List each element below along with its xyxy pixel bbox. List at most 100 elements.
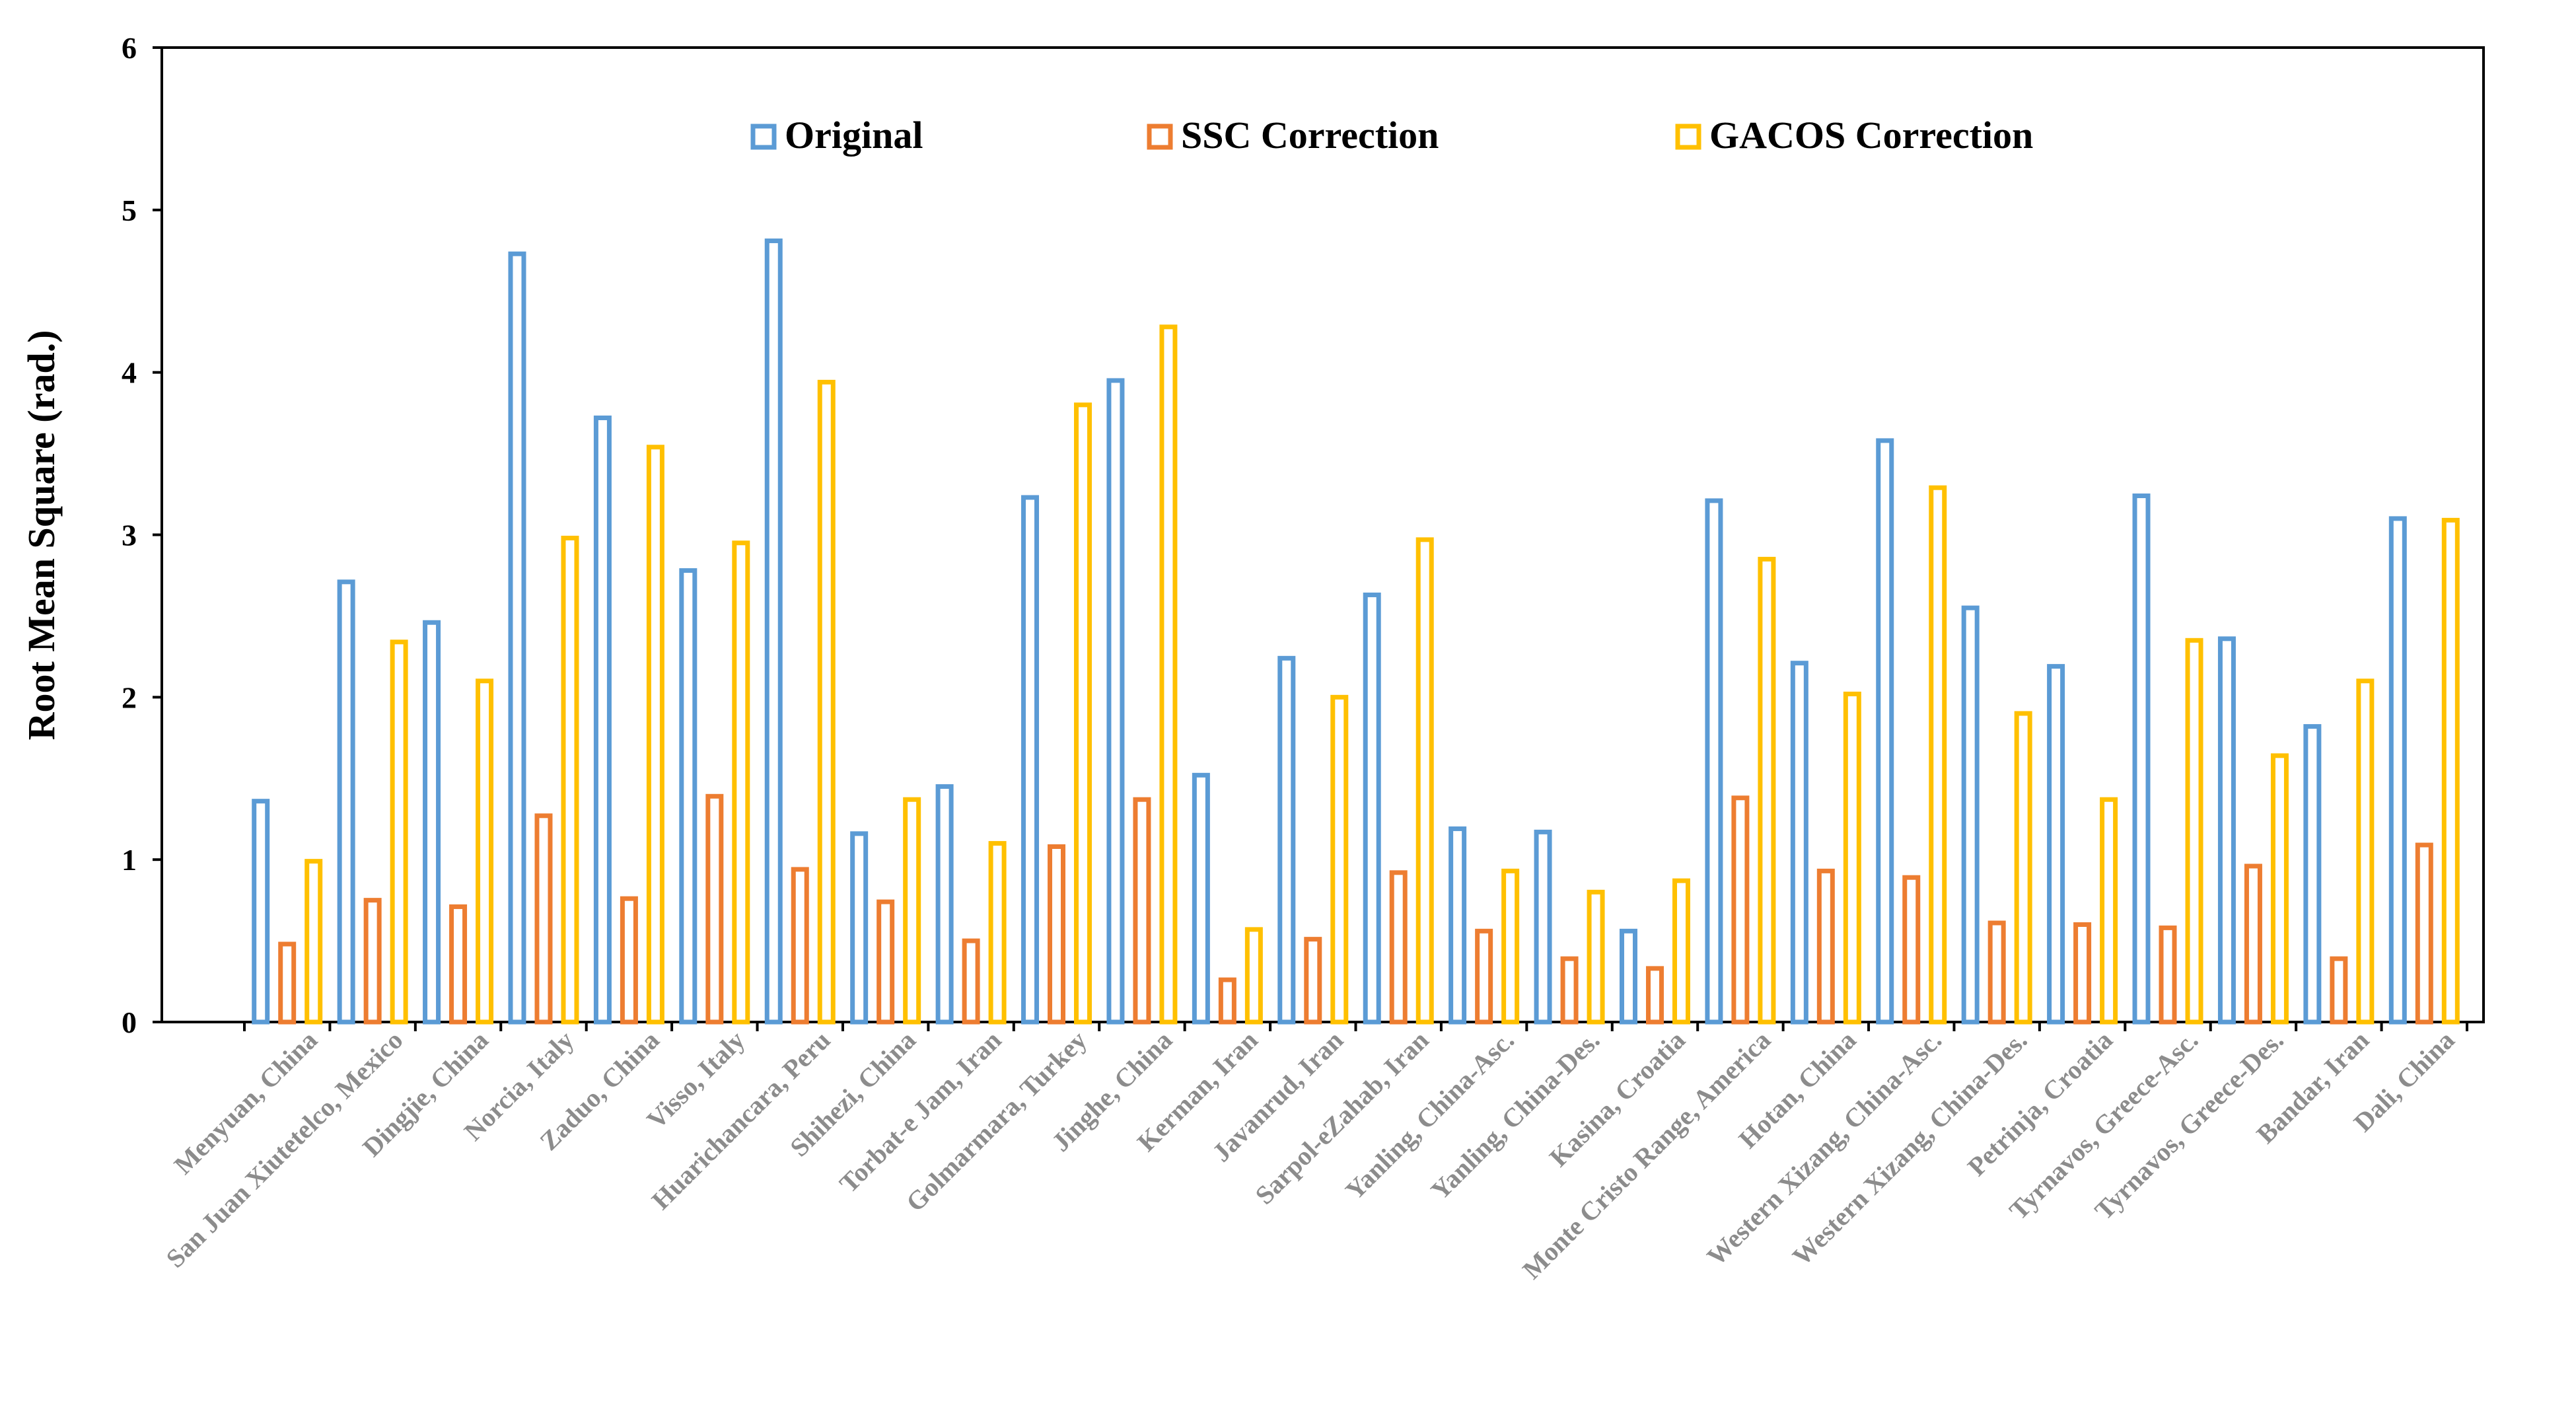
bar-gacos-correction	[2185, 638, 2203, 1025]
bar-ssc-correction	[2073, 922, 2092, 1025]
bar-ssc-correction	[2159, 925, 2177, 1025]
bar-original	[1021, 495, 1040, 1025]
x-axis	[243, 1022, 2468, 1031]
y-tick-label: 1	[122, 843, 137, 877]
bar-original	[679, 568, 698, 1025]
bar-gacos-correction	[732, 540, 750, 1025]
category-label: Petrinja, Croatia	[1962, 1025, 2118, 1182]
bar-ssc-correction	[1389, 870, 1408, 1025]
bar-original	[593, 416, 612, 1025]
bar-ssc-correction	[534, 813, 553, 1025]
bar-gacos-correction	[903, 797, 921, 1025]
bar-original	[337, 579, 355, 1025]
bar-gacos-correction	[646, 445, 664, 1025]
bar-original	[2303, 724, 2322, 1025]
bar-gacos-correction	[1415, 537, 1434, 1025]
bar-gacos-correction	[1758, 556, 1776, 1025]
bar-ssc-correction	[1731, 795, 1750, 1025]
category-label: Yanling, China-Asc.	[1340, 1025, 1520, 1206]
bar-original	[1534, 829, 1552, 1025]
bar-original	[764, 238, 783, 1025]
bar-ssc-correction	[1304, 937, 1322, 1025]
bar-gacos-correction	[817, 379, 836, 1025]
bar-ssc-correction	[278, 941, 297, 1025]
bar-ssc-correction	[2244, 863, 2262, 1025]
bar-gacos-correction	[988, 841, 1007, 1025]
bar-original	[508, 251, 526, 1025]
y-axis: 0 1 2 3 4 5 6	[122, 31, 162, 1039]
bar-original	[850, 831, 869, 1025]
legend-swatch	[1675, 124, 1701, 150]
bar-original	[1192, 772, 1210, 1025]
bar-ssc-correction	[1218, 977, 1236, 1025]
bar-ssc-correction	[1645, 966, 1664, 1025]
bar-gacos-correction	[2014, 711, 2032, 1025]
legend-swatch	[1147, 124, 1173, 150]
bar-ssc-correction	[962, 938, 980, 1025]
bar-ssc-correction	[705, 793, 724, 1025]
y-axis-title: Root Mean Square (rad.)	[20, 330, 63, 741]
bar-gacos-correction	[1672, 878, 1690, 1025]
bar-original	[423, 620, 441, 1025]
legend-label: SSC Correction	[1181, 114, 1439, 157]
y-tick-label: 3	[122, 519, 137, 552]
bars	[252, 238, 2460, 1025]
bar-ssc-correction	[877, 899, 895, 1025]
bar-original	[1277, 655, 1296, 1025]
y-tick-label: 6	[122, 31, 137, 65]
bar-gacos-correction	[1159, 324, 1178, 1025]
bar-gacos-correction	[1843, 691, 1861, 1025]
bar-ssc-correction	[620, 896, 638, 1025]
bar-gacos-correction	[2100, 797, 2118, 1025]
bar-gacos-correction	[1929, 485, 1947, 1025]
bar-gacos-correction	[561, 535, 579, 1025]
bar-ssc-correction	[1987, 920, 2006, 1025]
bar-original	[1705, 498, 1723, 1025]
bar-ssc-correction	[791, 867, 809, 1025]
bar-gacos-correction	[1330, 694, 1349, 1025]
bar-gacos-correction	[1074, 402, 1092, 1025]
bar-ssc-correction	[2415, 842, 2433, 1025]
bar-gacos-correction	[390, 640, 408, 1025]
bar-gacos-correction	[2441, 517, 2460, 1025]
bar-ssc-correction	[1816, 868, 1835, 1025]
bar-original	[1876, 438, 1894, 1025]
bar-original	[1449, 826, 1467, 1025]
bar-ssc-correction	[1902, 875, 1921, 1025]
bar-ssc-correction	[449, 904, 468, 1025]
category-label: Menyuan, China	[168, 1025, 323, 1181]
bar-gacos-correction	[1244, 927, 1263, 1025]
bar-original	[2047, 664, 2065, 1025]
category-label: Torbat-e Jam, Iran	[834, 1025, 1007, 1199]
bar-original	[935, 784, 954, 1025]
bar-original	[1790, 661, 1808, 1025]
bar-original	[1106, 378, 1125, 1025]
bar-gacos-correction	[1587, 889, 1605, 1025]
bar-original	[2132, 494, 2151, 1025]
legend-label: GACOS Correction	[1709, 114, 2033, 157]
bar-ssc-correction	[1133, 797, 1151, 1025]
y-tick-label: 4	[122, 356, 137, 390]
y-tick-label: 0	[122, 1006, 137, 1039]
bar-ssc-correction	[2330, 956, 2348, 1025]
bar-ssc-correction	[1048, 844, 1066, 1025]
legend: Original SSC Correction GACOS Correction	[750, 114, 2033, 157]
category-label: Yanling, China-Des.	[1425, 1025, 1605, 1206]
bar-original	[1619, 928, 1637, 1025]
bar-ssc-correction	[1475, 928, 1493, 1025]
bar-ssc-correction	[1560, 956, 1579, 1025]
legend-swatch	[750, 124, 777, 150]
y-tick-label: 5	[122, 194, 137, 227]
bar-gacos-correction	[2270, 753, 2289, 1025]
legend-label: Original	[785, 114, 923, 157]
bar-original	[1363, 592, 1381, 1025]
y-tick-label: 2	[122, 680, 137, 714]
bar-gacos-correction	[304, 859, 323, 1025]
bar-ssc-correction	[363, 898, 382, 1025]
bar-original	[252, 799, 270, 1025]
bar-original	[2217, 636, 2236, 1025]
bar-gacos-correction	[2356, 678, 2375, 1025]
bar-gacos-correction	[1501, 868, 1520, 1025]
